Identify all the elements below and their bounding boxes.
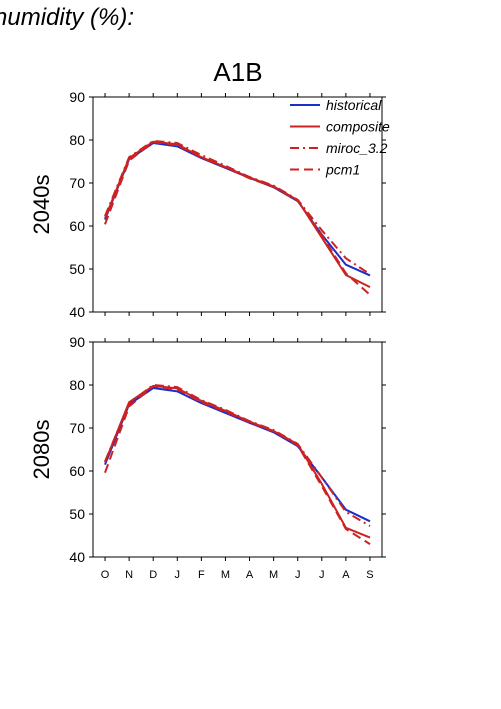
figure-title: humidity (%): — [0, 4, 135, 31]
x-tick-label: M — [221, 569, 230, 581]
y-tick-label: 40 — [69, 549, 85, 565]
panel-2080s: 40 50 60 70 80 90 O N D J F M A M J J A S 2080s — [29, 334, 386, 581]
y-tick-label: 50 — [69, 261, 85, 277]
panel-title: A1B — [213, 57, 262, 87]
y-tick-label: 50 — [69, 506, 85, 522]
series-line-pcm1 — [104, 385, 371, 545]
x-tick-label: M — [269, 569, 278, 581]
legend-entry: pcm1 — [325, 162, 360, 178]
y-tick-label: 40 — [69, 304, 85, 320]
y-tick-label: 80 — [69, 377, 85, 393]
series-line-composite — [104, 384, 371, 539]
y-tick-label: 60 — [69, 218, 85, 234]
y-tick-label: 70 — [69, 175, 85, 191]
y-tick-label: 70 — [69, 420, 85, 436]
plot-frame — [92, 341, 383, 558]
y-tick-label: 80 — [69, 132, 85, 148]
x-tick-label: S — [366, 569, 373, 581]
x-tick-label: O — [101, 569, 110, 581]
legend-entry: miroc_3.2 — [326, 140, 388, 156]
y-tick-label: 90 — [69, 334, 85, 350]
x-tick-label: J — [319, 569, 325, 581]
x-tick-label: A — [342, 569, 350, 581]
x-tick-label: J — [295, 569, 301, 581]
x-tick-label: J — [175, 569, 181, 581]
series-line-miroc-3-2 — [104, 384, 371, 527]
y-tick-label: 90 — [69, 89, 85, 105]
x-tick-label: F — [198, 569, 205, 581]
x-tick-label: A — [246, 569, 254, 581]
y-axis-label: 2080s — [29, 420, 54, 480]
panel-2040s: 40 50 60 70 80 90 2040s historical composite miro… — [29, 89, 390, 320]
y-axis-label: 2040s — [29, 175, 54, 235]
x-tick-label: N — [125, 569, 133, 581]
legend: historical composite miroc_3.2 pcm1 — [290, 97, 390, 178]
x-tick-label: D — [149, 569, 157, 581]
y-tick-label: 60 — [69, 463, 85, 479]
plot-frame — [92, 96, 383, 313]
series-line-pcm1 — [104, 141, 371, 296]
legend-entry: composite — [326, 119, 390, 135]
legend-entry: historical — [326, 97, 382, 113]
